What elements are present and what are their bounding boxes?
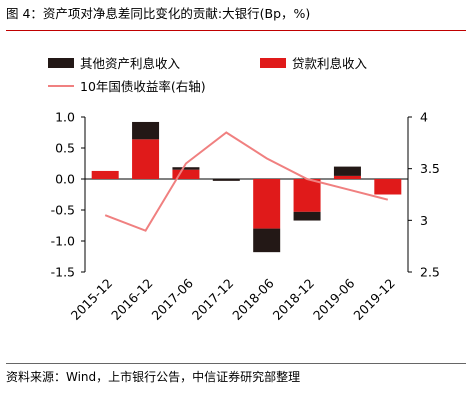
bar-loans-2015-12	[91, 170, 119, 179]
x-tick-label-2016-12: 2016-12	[108, 276, 156, 324]
y-tick-label: -0.5	[51, 203, 75, 218]
bond-yield-line	[104, 131, 389, 232]
x-tick-label-2018-06: 2018-06	[229, 275, 277, 323]
y2-tick-label: 3	[420, 213, 428, 228]
y2-tick-label: 4	[420, 110, 428, 125]
y-tick-label: 0.0	[55, 172, 75, 187]
legend: 其他资产利息收入 贷款利息收入 10年国债收益率(右轴)	[48, 56, 368, 94]
legend-label-bond-yield: 10年国债收益率(右轴)	[80, 79, 206, 94]
y2-tick-label: 2.5	[420, 265, 440, 280]
footer-divider	[6, 363, 466, 364]
x-tick-label-2015-12: 2015-12	[68, 276, 116, 324]
chart-canvas: 其他资产利息收入 贷款利息收入 10年国债收益率(右轴) 1.0 0.5 0.0 -0…	[48, 56, 440, 323]
bar-other-assets-2018-06	[253, 228, 281, 253]
bar-other-assets-2018-12	[293, 211, 321, 221]
y-tick-label: -1.5	[51, 265, 75, 280]
bar-other-assets-2017-12	[212, 179, 240, 181]
bar-loans-2018-06	[253, 179, 281, 229]
bar-other-assets-2016-12	[132, 121, 160, 140]
y2-tick-label: 3.5	[420, 161, 440, 176]
legend-label-loans: 贷款利息收入	[292, 56, 368, 71]
legend-label-other-assets: 其他资产利息收入	[80, 56, 181, 71]
bar-loans-2018-12	[293, 179, 321, 212]
bar-other-assets-2017-06	[172, 167, 200, 170]
x-tick-label-2017-06: 2017-06	[149, 275, 197, 323]
bar-loans-2017-06	[172, 169, 200, 179]
bar-loans-2019-06	[333, 175, 361, 179]
bar-other-assets-2019-06	[333, 166, 361, 176]
x-tick-label-2018-12: 2018-12	[270, 276, 318, 324]
bar-loans-2016-12	[132, 139, 160, 179]
x-tick-label-2019-12: 2019-12	[350, 276, 398, 324]
legend-swatch-loans	[260, 58, 286, 68]
chart-title: 图 4：资产项对净息差同比变化的贡献:大银行(Bp，%)	[6, 6, 311, 21]
x-tick-label-2019-06: 2019-06	[310, 275, 358, 323]
line-series	[104, 131, 389, 232]
bars	[91, 121, 402, 253]
x-tick-label-2017-12: 2017-12	[189, 276, 237, 324]
title-divider	[6, 30, 466, 31]
x-tick-labels: 2015-122016-122017-062017-122018-062018-…	[68, 275, 398, 323]
source-note: 资料来源：Wind，上市银行公告，中信证券研究部整理	[6, 370, 301, 384]
y-tick-label: 1.0	[55, 110, 75, 125]
legend-swatch-other-assets	[48, 58, 74, 68]
y-tick-label: -1.0	[51, 234, 75, 249]
y-tick-label: 0.5	[55, 141, 75, 156]
bar-loans-2019-12	[374, 179, 402, 195]
